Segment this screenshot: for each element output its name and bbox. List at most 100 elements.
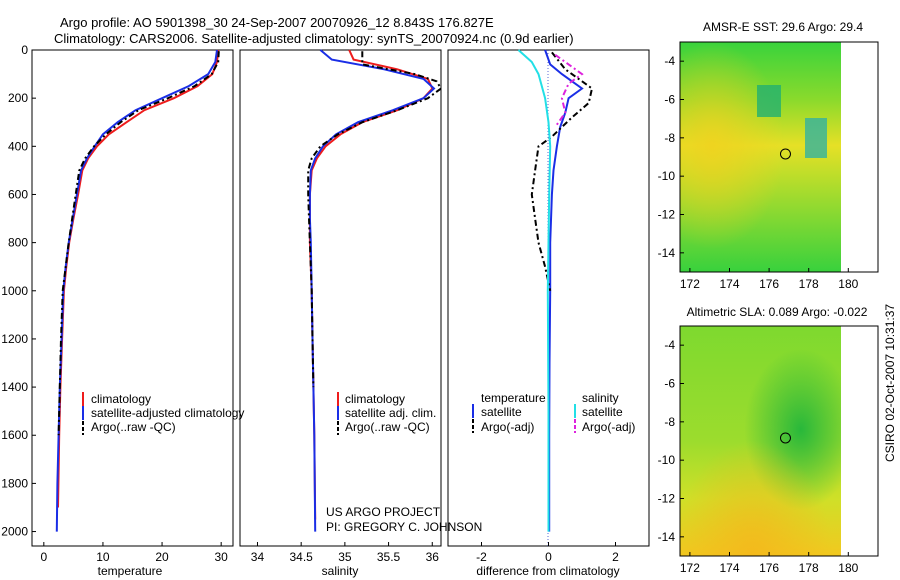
sla-map-title: Altimetric SLA: 0.089 Argo: -0.022 — [687, 305, 868, 319]
salinity-legend: climatology satellite adj. clim. Argo(..… — [337, 392, 436, 435]
legend-argo: Argo(..raw -QC) — [91, 420, 176, 434]
map-x-tick-label: 178 — [799, 277, 819, 291]
series-line-temperature-argo — [530, 51, 594, 292]
map-y-tick-label: -10 — [658, 453, 676, 467]
x-tick-label: 0 — [40, 550, 47, 564]
sst-map-frame — [679, 41, 879, 273]
legend-climatology: climatology — [91, 392, 151, 406]
map-x-tick-label: 172 — [680, 561, 700, 575]
series-line-argo — [307, 51, 443, 388]
legend-temp-argo: Argo(-adj) — [481, 420, 534, 434]
temperature-legend: climatology satellite-adjusted climatolo… — [82, 392, 244, 435]
salinity-xlabel: salinity — [322, 564, 359, 578]
difference-ticks: -2 0 2 — [476, 542, 619, 564]
argo-location-marker — [779, 148, 791, 160]
y-tick-label: 2000 — [1, 525, 28, 539]
map-y-tick-label: -8 — [664, 415, 675, 429]
difference-panel: -2 0 2 difference from climatology tempera… — [447, 49, 650, 578]
series-line-satellite-adj- — [308, 49, 436, 532]
series-line-satellite-adjusted — [55, 49, 218, 532]
x-tick-label: 30 — [214, 550, 228, 564]
sla-map-nodata — [841, 326, 878, 556]
y-tick-label: 1600 — [1, 428, 28, 442]
series-line-climatology — [57, 49, 220, 508]
sst-map-title: AMSR-E SST: 29.6 Argo: 29.4 — [703, 20, 863, 34]
map-y-tick-label: -6 — [664, 377, 675, 391]
y-tick-label: 200 — [8, 91, 28, 105]
sla-map-ticks: 172 174 176 178 180 -4 -6 -8 -10 -12 -14 — [658, 338, 859, 575]
map-y-tick-label: -4 — [664, 338, 675, 352]
y-tick-label: 600 — [8, 187, 28, 201]
sst-map-ticks: 172 174 176 178 180 -4 -6 -8 -10 -12 -14 — [658, 54, 859, 291]
y-tick-label: 1400 — [1, 380, 28, 394]
map-y-tick-label: -8 — [664, 131, 675, 145]
sst-map-nodata — [841, 42, 878, 272]
map-y-tick-label: -14 — [658, 530, 676, 544]
legend-climatology: climatology — [345, 392, 405, 406]
legend-temp-satellite: satellite — [481, 405, 522, 419]
legend-temperature-title: temperature — [481, 391, 546, 405]
difference-legend: temperature satellite Argo(-adj) salinit… — [472, 391, 635, 434]
series-line-temperature-satellite — [544, 49, 584, 532]
map-x-tick-label: 176 — [759, 277, 779, 291]
argo-location-marker — [779, 432, 791, 444]
temperature-lines — [55, 49, 220, 532]
legend-salinity-title: salinity — [582, 391, 619, 405]
map-y-tick-label: -12 — [658, 492, 676, 506]
map-x-tick-label: 180 — [838, 561, 858, 575]
sla-map-yellow-patch — [680, 326, 841, 556]
temperature-ticks: 0 10 20 30 0 200 400 600 800 1000 1200 1400 1600 1800… — [1, 43, 228, 564]
x-tick-label: 34 — [251, 550, 265, 564]
figure-title-line2: Climatology: CARS2006. Satellite-adjuste… — [54, 31, 574, 46]
series-line-argo — [57, 51, 220, 436]
legend-sal-argo: Argo(-adj) — [582, 420, 635, 434]
sst-map-cool-patch — [757, 85, 781, 117]
series-line-salinity-satellite — [517, 49, 552, 532]
map-y-tick-label: -12 — [658, 208, 676, 222]
x-tick-label: 35.5 — [377, 550, 401, 564]
x-tick-label: 35 — [338, 550, 352, 564]
map-x-tick-label: 176 — [759, 561, 779, 575]
legend-sal-satellite: satellite — [582, 405, 623, 419]
salinity-axes-frame — [239, 49, 442, 547]
legend-satellite-adjusted: satellite-adjusted climatology — [91, 406, 244, 420]
y-tick-label: 1800 — [1, 476, 28, 490]
sla-map-frame — [679, 325, 879, 557]
map-y-tick-label: -6 — [664, 93, 675, 107]
y-tick-label: 800 — [8, 236, 28, 250]
difference-lines — [517, 49, 594, 532]
map-x-tick-label: 178 — [799, 561, 819, 575]
map-y-tick-label: -14 — [658, 246, 676, 260]
credit-line2: PI: GREGORY C. JOHNSON — [326, 520, 482, 534]
side-timestamp: CSIRO 02-Oct-2007 10:31:37 — [883, 304, 897, 462]
y-tick-label: 400 — [8, 139, 28, 153]
x-tick-label: 34.5 — [289, 550, 313, 564]
salinity-panel: 34 34.5 35 35.5 36 salinity climatology sate… — [239, 49, 482, 578]
x-tick-label: 0 — [545, 550, 552, 564]
sst-map-cool-patch — [805, 118, 827, 158]
figure-title-line1: Argo profile: AO 5901398_30 24-Sep-2007 … — [60, 15, 494, 30]
map-y-tick-label: -10 — [658, 169, 676, 183]
series-line-climatology — [308, 49, 434, 520]
x-tick-label: -2 — [476, 550, 487, 564]
y-tick-label: 0 — [21, 43, 28, 57]
credit-line1: US ARGO PROJECT — [326, 505, 441, 519]
map-x-tick-label: 172 — [680, 277, 700, 291]
legend-satellite-adj: satellite adj. clim. — [345, 406, 436, 420]
x-tick-label: 2 — [612, 550, 619, 564]
x-tick-label: 10 — [96, 550, 110, 564]
temperature-xlabel: temperature — [98, 564, 163, 578]
map-y-tick-label: -4 — [664, 54, 675, 68]
series-line-salinity-argo — [554, 53, 584, 128]
legend-argo: Argo(..raw -QC) — [345, 420, 430, 434]
salinity-ticks: 34 34.5 35 35.5 36 — [251, 542, 439, 564]
difference-xlabel: difference from climatology — [476, 564, 619, 578]
sst-map-panel: AMSR-E SST: 29.6 Argo: 29.4 172 174 176 178… — [658, 20, 879, 291]
sla-map-panel: Altimetric SLA: 0.089 Argo: -0.022 172 17… — [658, 305, 879, 575]
y-tick-label: 1000 — [1, 284, 28, 298]
map-x-tick-label: 174 — [719, 277, 739, 291]
map-x-tick-label: 180 — [838, 277, 858, 291]
salinity-lines — [307, 49, 443, 532]
